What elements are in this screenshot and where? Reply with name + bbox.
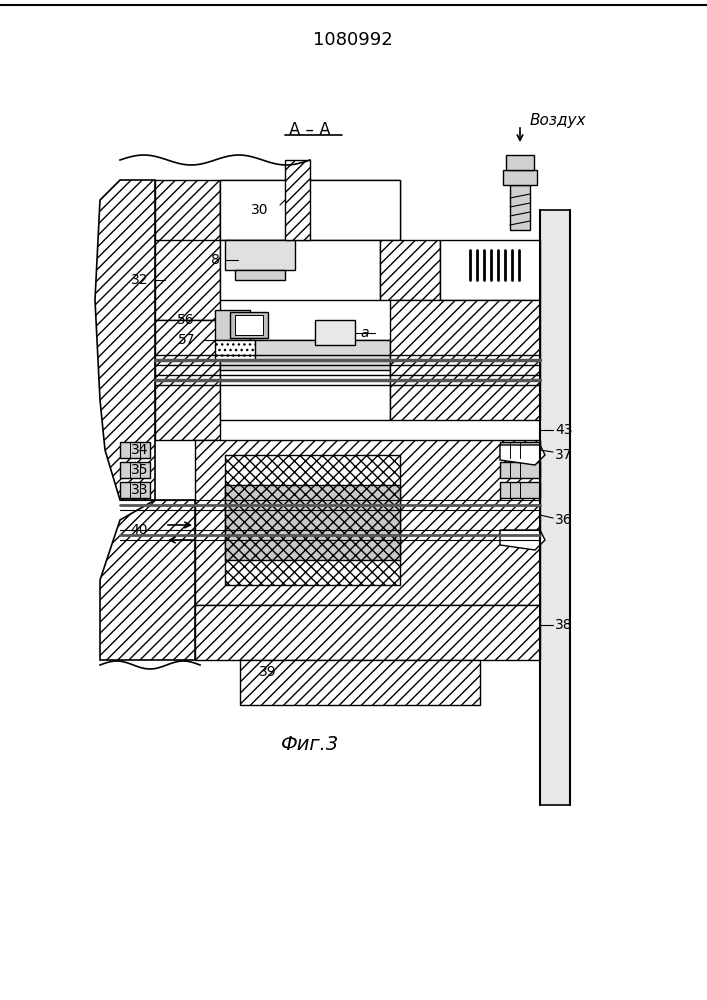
- Polygon shape: [220, 180, 400, 240]
- Polygon shape: [510, 185, 530, 230]
- Polygon shape: [506, 155, 534, 170]
- Polygon shape: [95, 180, 155, 500]
- Text: 34: 34: [131, 443, 148, 457]
- Polygon shape: [240, 660, 480, 705]
- Polygon shape: [500, 462, 540, 478]
- Text: Воздух: Воздух: [530, 112, 587, 127]
- Polygon shape: [100, 500, 195, 660]
- Text: 35: 35: [131, 463, 148, 477]
- Polygon shape: [195, 605, 540, 660]
- Text: 1080992: 1080992: [313, 31, 393, 49]
- Polygon shape: [220, 180, 400, 240]
- Polygon shape: [500, 445, 545, 465]
- Text: 40: 40: [131, 523, 148, 537]
- Polygon shape: [220, 240, 380, 300]
- Polygon shape: [503, 170, 537, 185]
- Text: 43: 43: [555, 423, 573, 437]
- Text: 8: 8: [211, 253, 220, 267]
- Text: 36: 36: [555, 513, 573, 527]
- Text: 56: 56: [177, 313, 195, 327]
- Polygon shape: [225, 240, 295, 270]
- Polygon shape: [155, 240, 220, 320]
- Text: 32: 32: [131, 273, 148, 287]
- Polygon shape: [235, 315, 263, 335]
- Text: 39: 39: [259, 665, 277, 679]
- Text: 30: 30: [250, 203, 268, 217]
- Polygon shape: [500, 442, 540, 458]
- Polygon shape: [285, 160, 310, 240]
- Polygon shape: [315, 320, 355, 345]
- Polygon shape: [225, 455, 400, 585]
- Polygon shape: [390, 300, 540, 420]
- Text: А – А: А – А: [289, 121, 331, 139]
- Text: 38: 38: [555, 618, 573, 632]
- Polygon shape: [120, 442, 150, 458]
- Polygon shape: [120, 482, 150, 498]
- Polygon shape: [235, 270, 285, 280]
- Polygon shape: [120, 462, 150, 478]
- Polygon shape: [225, 485, 400, 560]
- Polygon shape: [500, 530, 545, 550]
- Polygon shape: [230, 312, 268, 338]
- Polygon shape: [215, 340, 255, 360]
- Polygon shape: [215, 310, 250, 340]
- Polygon shape: [220, 340, 390, 370]
- Text: 57: 57: [177, 333, 195, 347]
- Text: 37: 37: [555, 448, 573, 462]
- Polygon shape: [155, 180, 220, 260]
- Text: Фиг.3: Фиг.3: [281, 736, 339, 754]
- Text: а: а: [360, 326, 368, 340]
- Polygon shape: [155, 320, 220, 440]
- Polygon shape: [220, 340, 390, 420]
- Polygon shape: [195, 440, 540, 605]
- Polygon shape: [540, 210, 570, 805]
- Polygon shape: [380, 240, 440, 300]
- Text: 33: 33: [131, 483, 148, 497]
- Polygon shape: [500, 482, 540, 498]
- Polygon shape: [440, 240, 540, 300]
